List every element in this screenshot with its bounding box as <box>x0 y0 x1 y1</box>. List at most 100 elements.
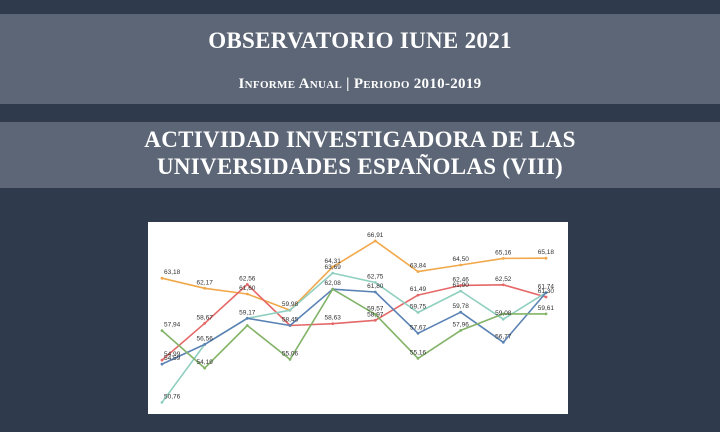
series-line-0 <box>161 240 547 311</box>
data-point-s4-p8 <box>501 312 505 316</box>
data-label-s2-p4: 63,69 <box>325 264 342 271</box>
data-label-s0-p3: 59,98 <box>282 301 299 308</box>
data-point-s1-p1 <box>203 321 207 325</box>
data-label-s2-p0: 50,76 <box>164 393 181 400</box>
data-label-s4-p5: 59,57 <box>367 305 384 312</box>
data-point-s3-p9 <box>544 291 548 294</box>
data-label-s0-p9: 65,18 <box>538 249 555 256</box>
data-label-s2-p9: 61,74 <box>538 284 555 291</box>
data-label-s2-p7: 61,90 <box>453 282 470 289</box>
data-point-s3-p8 <box>501 340 505 344</box>
data-point-s2-p6 <box>416 311 420 314</box>
data-point-s1-p2 <box>245 283 249 286</box>
series-line-1 <box>161 283 547 361</box>
data-point-s4-p5 <box>373 312 377 316</box>
data-point-s1-p0 <box>160 358 164 362</box>
section-title-line2: UNIVERSIDADES ESPAÑOLAS (VIII) <box>156 154 564 179</box>
report-title: OBSERVATORIO IUNE 2021 <box>208 28 512 53</box>
data-label-s4-p9: 59,61 <box>538 305 555 312</box>
data-point-s4-p2 <box>245 324 249 327</box>
data-point-s3-p6 <box>416 331 420 335</box>
data-point-s2-p8 <box>501 317 505 321</box>
data-point-s0-p7 <box>459 263 463 267</box>
data-label-s3-p8: 56,77 <box>495 333 512 340</box>
series-line-2 <box>161 272 547 403</box>
data-label-s4-p3: 55,06 <box>282 350 299 357</box>
data-point-s4-p6 <box>416 357 420 360</box>
data-label-s0-p5: 66,91 <box>367 232 384 239</box>
data-label-s4-p0: 57,94 <box>164 322 181 329</box>
data-point-s3-p2 <box>245 316 249 320</box>
data-point-s0-p4 <box>331 265 335 269</box>
data-label-s1-p3: 58,45 <box>282 317 299 324</box>
data-label-s2-p8: 59,08 <box>495 310 512 317</box>
data-point-s2-p3 <box>288 308 292 312</box>
data-label-s1-p7: 62,46 <box>453 276 470 283</box>
data-label-s0-p1: 62,17 <box>197 279 214 286</box>
data-point-s1-p9 <box>544 295 548 299</box>
data-label-s3-p5: 61,80 <box>367 283 384 290</box>
data-label-s3-p7: 59,78 <box>453 303 470 310</box>
data-label-s4-p7: 57,96 <box>453 321 470 328</box>
report-subtitle: Informe Anual | Periodo 2010-2019 <box>0 76 720 93</box>
data-label-s0-p6: 63,84 <box>410 263 427 270</box>
section-title-line1: ACTIVIDAD INVESTIGADORA DE LAS <box>144 127 576 152</box>
line-chart: 63,18 62,17 61,60 59,98 64,31 66,91 63,84 64,50… <box>148 222 568 414</box>
line-chart-svg: 63,18 62,17 61,60 59,98 64,31 66,91 63,84 64,50… <box>160 232 555 404</box>
data-point-s0-p5 <box>373 239 377 243</box>
data-label-s2-p2: 59,17 <box>239 309 256 316</box>
data-label-s1-p9: 61,30 <box>538 288 555 295</box>
data-label-s4-p1: 54,19 <box>197 359 214 366</box>
data-label-s2-p1: 56,56 <box>197 335 214 342</box>
data-label-s1-p8: 62,52 <box>495 276 512 283</box>
data-point-s4-p9 <box>544 312 548 316</box>
data-label-s0-p7: 64,50 <box>453 256 470 263</box>
data-point-s4-p1 <box>203 366 207 370</box>
data-label-s4-p6: 55,16 <box>410 349 427 356</box>
data-point-s4-p4 <box>331 287 335 291</box>
data-label-s2-p6: 59,75 <box>410 304 427 311</box>
data-label-s3-p0: 54,59 <box>164 355 181 362</box>
subtitle-separator: | <box>342 76 354 92</box>
data-point-s4-p0 <box>160 329 164 332</box>
data-point-s0-p2 <box>245 292 249 296</box>
data-point-s3-p3 <box>288 324 292 327</box>
data-label-s1-p4: 58,63 <box>325 315 342 322</box>
data-point-s3-p1 <box>203 343 207 346</box>
data-label-s1-p6: 61,49 <box>410 286 427 293</box>
data-point-s2-p5 <box>373 281 377 284</box>
data-point-s3-p7 <box>459 310 463 314</box>
data-point-s1-p6 <box>416 293 420 297</box>
data-label-s1-p2: 62,56 <box>239 275 256 282</box>
section-title: ACTIVIDAD INVESTIGADORA DE LAS UNIVERSID… <box>0 126 720 180</box>
data-point-s2-p0 <box>160 401 164 404</box>
data-label-s1-p0: 54,99 <box>164 351 181 358</box>
subtitle-period: Periodo 2010-2019 <box>353 76 482 92</box>
data-point-s0-p1 <box>203 286 207 290</box>
section-banner: ACTIVIDAD INVESTIGADORA DE LAS UNIVERSID… <box>0 122 720 188</box>
data-point-s1-p5 <box>373 318 377 322</box>
subtitle-report-type: Informe Anual <box>238 76 343 92</box>
data-label-s3-p4: 62,08 <box>325 280 342 287</box>
data-label-s0-p8: 65,16 <box>495 249 512 256</box>
data-point-s1-p7 <box>459 284 463 287</box>
data-point-s2-p7 <box>459 289 463 293</box>
series-line-4 <box>161 288 546 369</box>
data-label-s1-p5: 58,97 <box>367 311 384 318</box>
data-label-s0-p0: 63,18 <box>164 269 181 276</box>
data-label-s0-p4: 64,31 <box>325 258 342 265</box>
data-point-s0-p9 <box>544 256 548 260</box>
data-label-s2-p5: 62,75 <box>367 274 384 281</box>
data-point-s0-p8 <box>501 257 505 260</box>
data-point-s0-p0 <box>160 276 164 280</box>
data-label-s3-p6: 57,67 <box>410 324 427 331</box>
data-point-s2-p4 <box>331 271 335 275</box>
data-label-s0-p2: 61,60 <box>239 285 256 292</box>
data-point-s0-p6 <box>416 270 420 273</box>
data-point-s4-p3 <box>288 358 292 361</box>
data-point-s1-p4 <box>331 322 335 326</box>
title-banner: OBSERVATORIO IUNE 2021 Informe Anual | P… <box>0 14 720 104</box>
data-label-s1-p1: 58,67 <box>197 314 214 321</box>
data-point-s1-p8 <box>501 283 505 287</box>
data-point-s3-p0 <box>160 362 164 366</box>
